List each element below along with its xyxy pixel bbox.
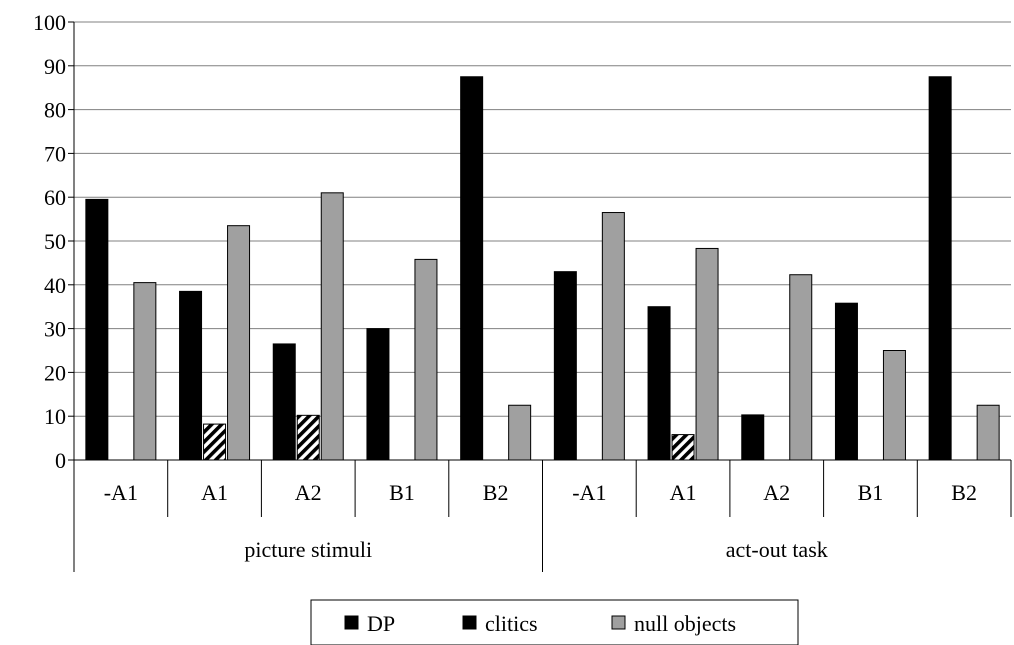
bar-dp [86,199,108,460]
bar-null-objects [790,275,812,460]
bar-dp [554,272,576,460]
bar-dp [367,329,389,460]
legend: DP clitics null objects [311,600,798,645]
bar-null-objects [321,193,343,460]
y-tick-label: 100 [33,10,66,35]
bar-null-objects [415,259,437,460]
bar-clitics [204,424,226,460]
legend-label: null objects [634,611,736,636]
y-tick-label: 0 [55,448,66,473]
x-axis-labels: -A1 A1 A2 B1 B2 picture stimuli -A1 A1 A2 B1 B2 act… [104,480,977,562]
legend-swatch [345,616,358,629]
y-tick-label: 30 [44,317,66,342]
y-tick-label: 20 [44,360,66,385]
x-group-label: picture stimuli [244,537,372,562]
bar-dp [273,344,295,460]
bar-dp [648,307,670,460]
x-category-label: B2 [951,480,977,505]
x-category-label: A2 [295,480,322,505]
x-category-label: A1 [201,480,228,505]
bar-null-objects [977,405,999,460]
y-tick-label: 50 [44,229,66,254]
x-category-label: -A1 [572,480,606,505]
bar-clitics [672,435,694,460]
legend-label: DP [367,611,395,636]
bars [86,77,999,460]
legend-label: clitics [485,611,538,636]
y-tick-label: 90 [44,54,66,79]
x-category-label: -A1 [104,480,138,505]
bar-dp [835,303,857,460]
x-category-label: B1 [389,480,415,505]
bar-null-objects [883,351,905,461]
bar-null-objects [696,248,718,460]
y-tick-label: 80 [44,98,66,123]
x-group-label: act-out task [726,537,828,562]
bar-null-objects [602,213,624,460]
y-tick-label: 10 [44,404,66,429]
x-category-label: B1 [858,480,884,505]
y-tick-label: 70 [44,141,66,166]
y-tick-label: 40 [44,273,66,298]
x-category-label: A2 [763,480,790,505]
bar-null-objects [134,283,156,460]
y-axis-ticks: 0 10 20 30 40 50 60 70 80 90 100 [33,10,66,473]
y-tick-label: 60 [44,185,66,210]
bar-null-objects [509,405,531,460]
bar-dp [180,291,202,460]
bar-clitics [297,415,319,460]
x-category-label: B2 [483,480,509,505]
bar-dp [929,77,951,460]
bar-null-objects [228,226,250,460]
gridlines [74,22,1011,416]
legend-swatch [612,616,625,629]
legend-swatch [463,616,476,629]
x-category-label: A1 [670,480,697,505]
bar-dp [461,77,483,460]
bar-dp [742,415,764,460]
